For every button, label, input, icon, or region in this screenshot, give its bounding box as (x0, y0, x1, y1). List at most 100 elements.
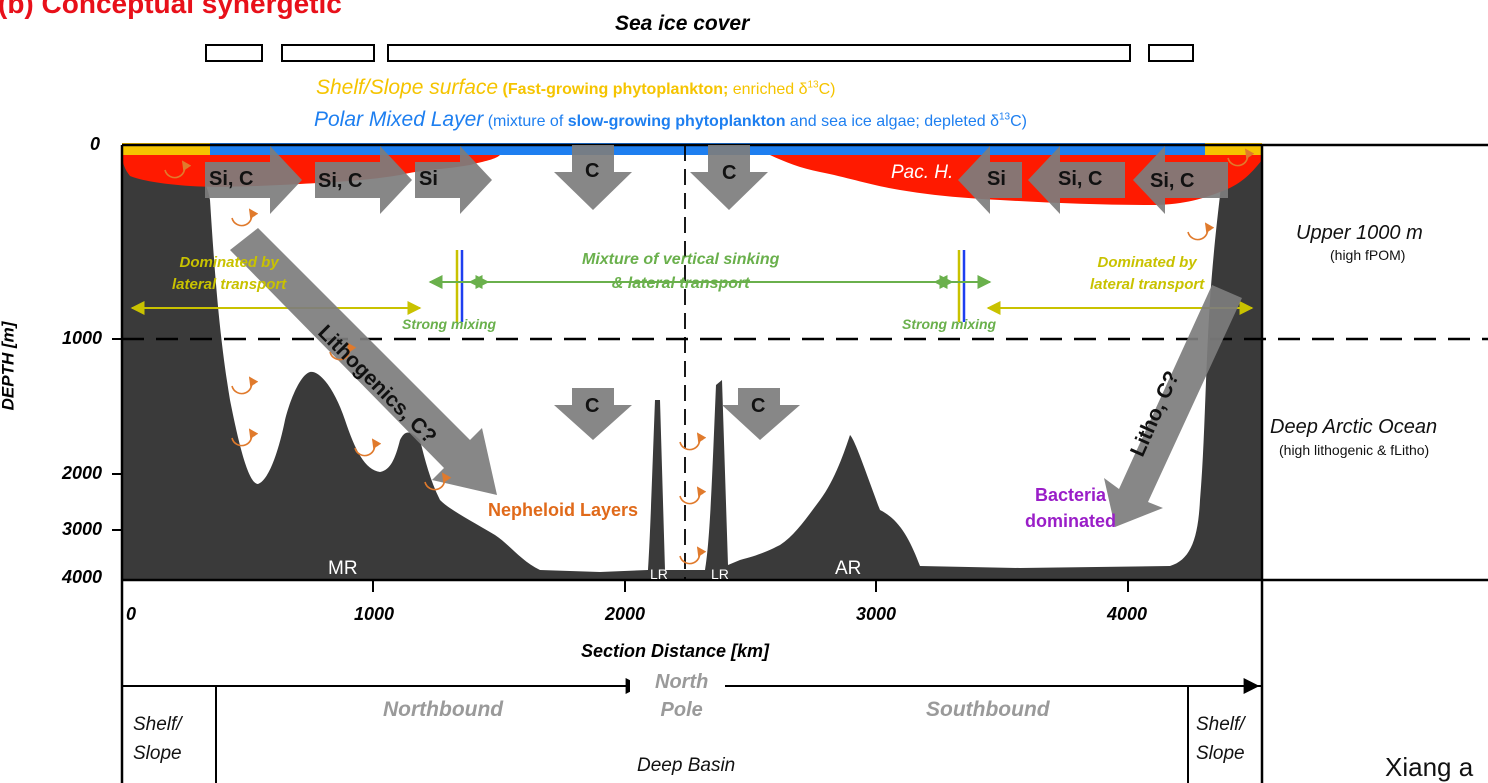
shelf-slope-right-line2: Slope (1196, 743, 1245, 764)
strong-mixing-right-label: Strong mixing (902, 316, 997, 332)
depth-tick-1000: 1000 (62, 328, 103, 348)
bacteria-label: Bacteria dominated (1025, 482, 1116, 534)
dominated-left-label: Dominated by lateral transport (172, 252, 286, 296)
north-pole-label-bg (630, 668, 725, 708)
c-label-1: C (585, 160, 600, 182)
ridge-lr-label-2: LR (711, 566, 729, 582)
distance-axis-label: Section Distance [km] (581, 641, 770, 661)
si-c-arrow-3 (1028, 146, 1125, 214)
arrows-right-group (205, 146, 492, 214)
pml-pre: (mixture of (483, 113, 568, 130)
north-pole-line2: Pole (660, 699, 703, 721)
depth-axis-label: DEPTH [m] (0, 321, 18, 411)
swirl (231, 428, 259, 447)
shelf-slope-left-line1: Shelf/ (133, 714, 182, 735)
pml-tail: C) (1010, 113, 1028, 130)
swirl (1187, 222, 1215, 241)
pml-title: Polar Mixed Layer (314, 108, 484, 131)
lithogenics-arrow (230, 228, 497, 495)
si-c-arrow-4 (1133, 146, 1228, 214)
sea-ice-segment (205, 44, 263, 62)
swirl (1227, 148, 1255, 167)
c-arrow-4 (722, 388, 800, 440)
pac-h-label: Pac. H. (891, 162, 954, 183)
c-arrow-2 (690, 145, 768, 210)
shelf-surface-title: Shelf/Slope surface (316, 76, 499, 99)
bacteria-line1: Bacteria (1034, 485, 1107, 505)
shelf-slope-right-line1: Shelf/ (1196, 714, 1245, 735)
strong-mixing-left (428, 250, 490, 322)
depth-tick-2000: 2000 (62, 463, 103, 483)
shelf-surface-paren: ( (498, 81, 508, 98)
bacteria-line2: dominated (1025, 511, 1117, 531)
sea-ice-segment (281, 44, 375, 62)
mixture-label: Mixture of vertical sinking & lateral tr… (582, 248, 779, 296)
si-label-right: Si (987, 168, 1006, 190)
c-label-3: C (585, 395, 600, 417)
arrows-down-group (554, 145, 800, 440)
pml-bold: slow-growing phytoplankton (567, 113, 786, 130)
upper-1000-title: Upper 1000 m (1296, 222, 1423, 244)
north-pole-label: North Pole (655, 668, 708, 724)
litho-arrow (1104, 285, 1242, 527)
deep-basin-label: Deep Basin (637, 755, 736, 776)
si-c-label-3: Si, C (1058, 168, 1103, 190)
c-arrow-3 (554, 388, 632, 440)
southbound-label: Southbound (926, 698, 1050, 721)
si-c-label-4: Si, C (1150, 170, 1195, 192)
ridge-ar-label: AR (835, 558, 862, 579)
shelf-surface-tail: C) (818, 81, 836, 98)
depth-tick-0: 0 (90, 134, 101, 154)
si-label-left: Si (419, 168, 438, 190)
swirl (679, 486, 707, 505)
shelf-surface-bold: Fast-growing phytoplankton; (507, 81, 729, 98)
swirl (424, 472, 452, 491)
upper-1000-sub: (high fPOM) (1330, 247, 1406, 263)
distance-tick-2000: 2000 (605, 604, 646, 624)
dominated-left-line1: Dominated by (179, 254, 279, 271)
deep-arctic-sub: (high lithogenic & fLitho) (1279, 442, 1430, 458)
distance-tick-1000: 1000 (354, 604, 395, 624)
swirl (354, 438, 382, 457)
north-pole-line1: North (655, 671, 709, 693)
polar-mixed-layer-label: Polar Mixed Layer (mixture of slow-growi… (314, 108, 1027, 132)
swirl-group (164, 148, 1255, 565)
si-arrow-left (415, 146, 492, 214)
dominated-right-line1: Dominated by (1097, 254, 1197, 271)
c-arrow-1 (554, 145, 632, 210)
strong-mixing-right (933, 250, 992, 322)
swirl (231, 208, 259, 227)
dominated-right-label: Dominated by lateral transport (1090, 252, 1204, 296)
si-c-arrow-1 (205, 146, 302, 214)
pml-rest: and sea ice algae; depleted δ (785, 113, 999, 130)
swirl (679, 432, 707, 451)
distance-tick-4000: 4000 (1107, 604, 1148, 624)
si-arrow-right (958, 146, 1022, 214)
swirl (231, 376, 259, 395)
mixture-line1: Mixture of vertical sinking (582, 251, 780, 268)
shelf-surface-label: Shelf/Slope surface (Fast-growing phytop… (316, 76, 836, 100)
swirl (679, 546, 707, 565)
c-label-4: C (751, 395, 766, 417)
distance-tick-3000: 3000 (856, 604, 897, 624)
sea-ice-cover-label: Sea ice cover (615, 12, 750, 35)
pml-sup: 13 (999, 111, 1011, 123)
distance-tick-0: 0 (126, 604, 137, 624)
shelf-surface-rest: enriched δ (728, 81, 808, 98)
northbound-label: Northbound (383, 698, 504, 721)
seafloor-topography (122, 145, 1262, 580)
shelf-surface-sup: 13 (807, 79, 819, 91)
swirl (329, 342, 357, 361)
x-ticks (372, 580, 1129, 592)
sea-ice-segment (1148, 44, 1194, 62)
swirl (164, 160, 192, 179)
mixture-line2: & lateral transport (611, 275, 750, 292)
dominated-left-line2: lateral transport (172, 276, 287, 293)
citation-text: Xiang a (1385, 752, 1474, 782)
si-c-label-1: Si, C (209, 168, 254, 190)
ridge-lr-label-1: LR (650, 566, 668, 582)
shelf-slope-left-label: Shelf/ Slope (133, 710, 182, 768)
c-label-2: C (722, 162, 737, 184)
shelf-slope-left-line2: Slope (133, 743, 182, 764)
